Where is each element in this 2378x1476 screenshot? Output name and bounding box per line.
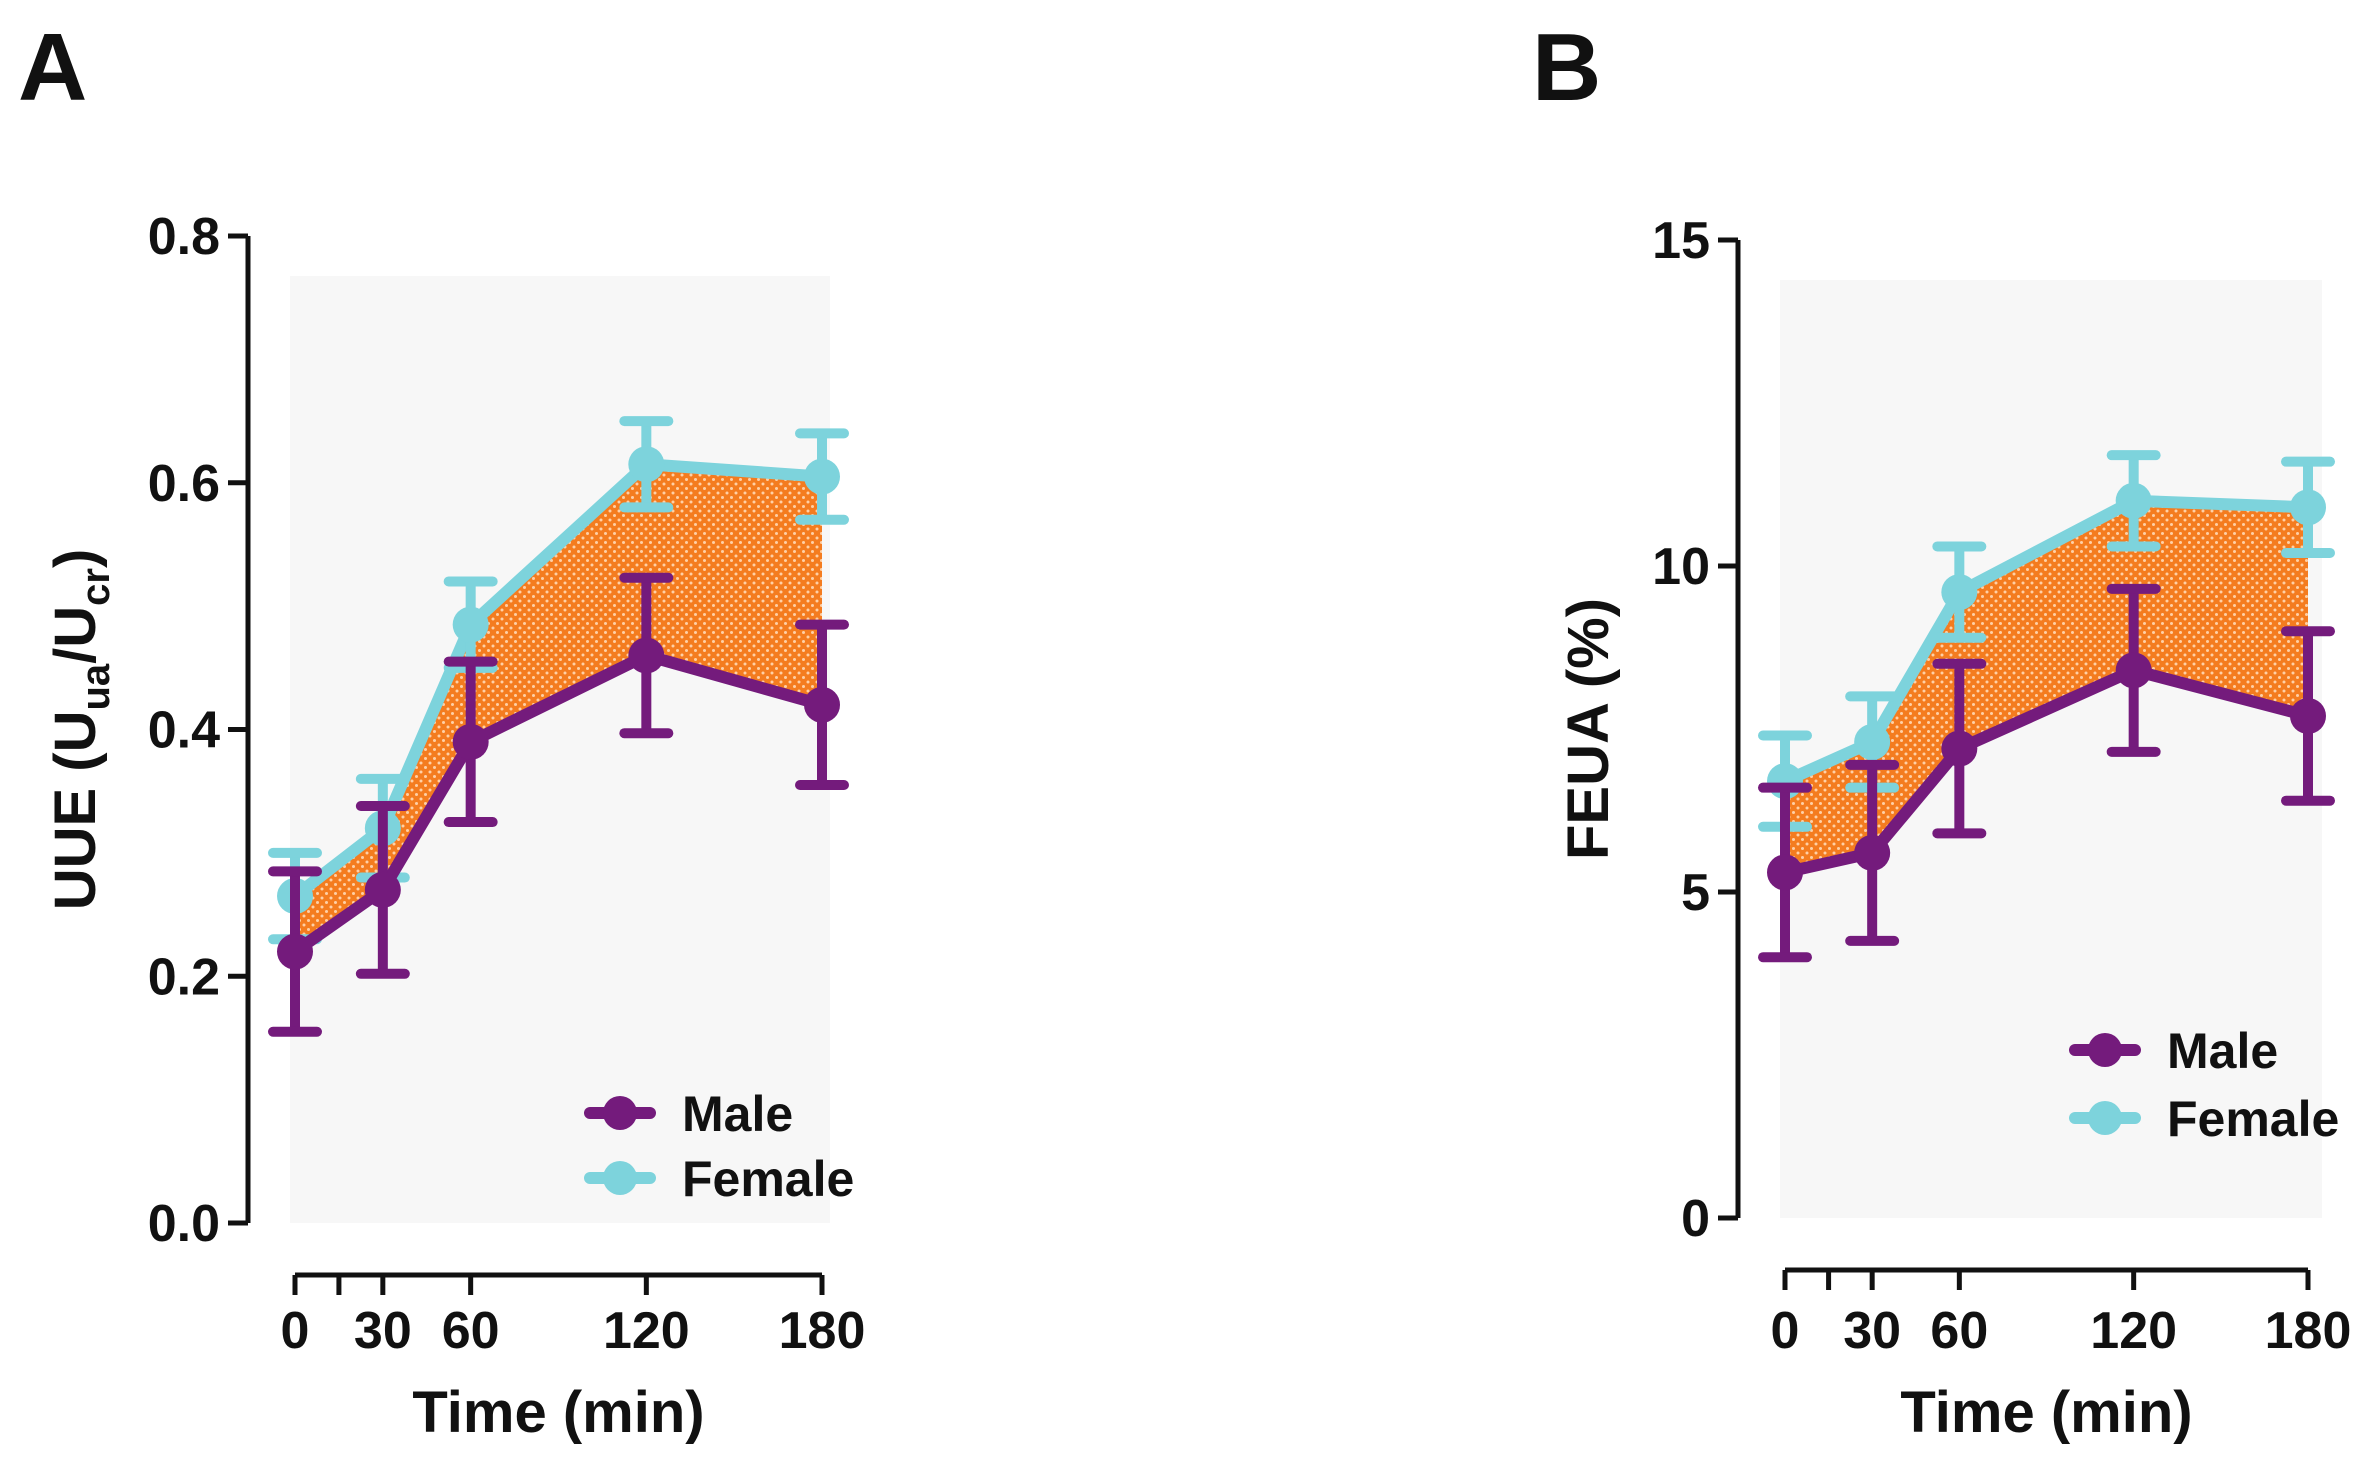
y-tick-label: 0.2 — [148, 948, 220, 1006]
y-axis-title-part: ) — [43, 549, 108, 568]
y-tick-label: 10 — [1652, 538, 1710, 596]
legend-female-marker — [603, 1161, 637, 1195]
x-tick-label: 120 — [603, 1302, 690, 1360]
male-data-point — [804, 686, 840, 723]
male-data-point — [452, 723, 489, 760]
male-data-point — [1941, 730, 1978, 767]
x-axis-title: Time (min) — [412, 1380, 704, 1445]
x-tick-label: 0 — [1771, 1302, 1800, 1360]
female-data-point — [804, 458, 840, 495]
y-axis-title-part: FEUA (%) — [1556, 598, 1621, 860]
legend-female-label: Female — [682, 1151, 854, 1207]
y-axis-title-subscript: cr — [74, 568, 118, 606]
panel-letter: B — [1532, 14, 1601, 121]
y-tick-label: 0.0 — [148, 1195, 220, 1253]
x-tick-label: 120 — [2090, 1302, 2177, 1360]
y-tick-label: 5 — [1681, 864, 1710, 922]
y-axis-title: FEUA (%) — [1556, 598, 1621, 860]
legend-female-marker — [2088, 1101, 2122, 1135]
female-data-point — [452, 606, 489, 643]
female-data-point — [2115, 482, 2152, 519]
y-axis-title: UUE (Uua/Ucr) — [43, 549, 118, 911]
male-data-point — [277, 933, 313, 970]
male-data-point — [2115, 652, 2152, 689]
male-data-point — [1767, 854, 1803, 891]
y-axis-title-subscript: ua — [74, 663, 118, 710]
female-data-point — [1941, 574, 1978, 611]
y-axis-title-part: UUE (U — [43, 711, 108, 911]
panel-a: A 0.0 0.2 0.4 0.6 0.8 0 30 60 120 180 Time (min) UUE… — [18, 14, 865, 1445]
male-data-point — [628, 637, 665, 674]
difference-region — [1785, 500, 2308, 873]
x-tick-label: 60 — [442, 1302, 500, 1360]
y-tick-label: 0.6 — [148, 455, 220, 513]
y-axis-title-part: /U — [43, 606, 108, 664]
x-tick-label: 0 — [281, 1302, 310, 1360]
female-data-point — [628, 446, 665, 483]
difference-region — [295, 464, 822, 952]
x-axis-title: Time (min) — [1900, 1380, 2192, 1445]
female-data-point — [2290, 489, 2326, 526]
x-tick-label: 30 — [1843, 1302, 1901, 1360]
female-data-point — [1854, 724, 1891, 761]
legend-male-label: Male — [682, 1086, 793, 1142]
legend-female-label: Female — [2167, 1091, 2339, 1147]
male-data-point — [1854, 834, 1891, 871]
x-tick-label: 30 — [354, 1302, 412, 1360]
y-tick-label: 0 — [1681, 1190, 1710, 1248]
x-tick-label: 60 — [1930, 1302, 1988, 1360]
male-data-point — [364, 871, 401, 908]
panel-b: B 0 5 10 15 0 30 60 120 180 Time (min) FEUA (%) Male… — [1532, 14, 2351, 1445]
y-tick-label: 0.8 — [148, 208, 220, 266]
panel-letter: A — [18, 14, 87, 121]
y-tick-label: 15 — [1652, 212, 1710, 270]
legend-male-label: Male — [2167, 1023, 2278, 1079]
plot-background — [290, 276, 830, 1223]
x-tick-label: 180 — [2265, 1302, 2352, 1360]
x-tick-label: 180 — [779, 1302, 866, 1360]
legend-male-marker — [2088, 1033, 2122, 1067]
y-tick-label: 0.4 — [148, 702, 220, 760]
male-data-point — [2290, 697, 2326, 734]
legend-male-marker — [603, 1096, 637, 1130]
